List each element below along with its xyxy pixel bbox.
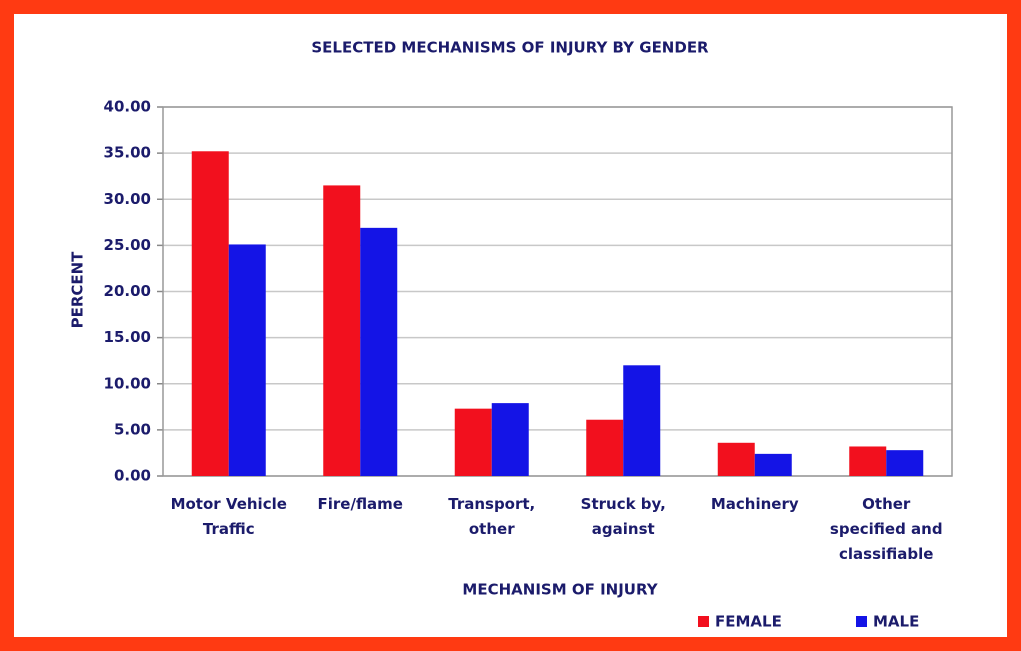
- x-tick-label: Fire/flame: [317, 495, 403, 513]
- bar: [228, 244, 266, 476]
- y-tick-label: 10.00: [104, 374, 151, 392]
- y-tick-label: 25.00: [104, 236, 151, 254]
- bar: [454, 408, 492, 476]
- y-tick-label: 20.00: [104, 282, 151, 300]
- legend-label: FEMALE: [715, 613, 782, 631]
- legend-swatch: [698, 616, 709, 627]
- plot-border: [162, 106, 953, 477]
- bar: [623, 365, 661, 476]
- bar: [754, 453, 792, 476]
- y-tick-label: 15.00: [104, 328, 151, 346]
- bar: [191, 151, 229, 476]
- bar: [491, 403, 529, 476]
- bar: [849, 446, 887, 476]
- y-tick-label: 5.00: [114, 420, 151, 438]
- x-tick-label: Motor Vehicle Traffic: [170, 495, 287, 538]
- chart-title: SELECTED MECHANISMS OF INJURY BY GENDER: [311, 39, 709, 57]
- legend-label: MALE: [873, 613, 919, 631]
- bar: [886, 450, 924, 476]
- x-tick-label: Struck by, against: [580, 495, 666, 538]
- bar: [323, 185, 361, 476]
- x-axis-title: MECHANISM OF INJURY: [462, 581, 658, 599]
- x-tick-label: Transport, other: [448, 495, 536, 538]
- y-tick-label: 35.00: [104, 144, 151, 162]
- x-tick-label: Machinery: [710, 495, 799, 513]
- y-tick-label: 0.00: [114, 467, 151, 485]
- x-tick-label: Other specified and classifiable: [829, 495, 943, 563]
- y-axis-title: PERCENT: [69, 251, 87, 329]
- bar: [586, 419, 624, 476]
- legend-swatch: [856, 616, 867, 627]
- bar: [717, 442, 755, 476]
- y-tick-label: 40.00: [104, 98, 151, 116]
- y-tick-label: 30.00: [104, 190, 151, 208]
- bar: [360, 227, 398, 476]
